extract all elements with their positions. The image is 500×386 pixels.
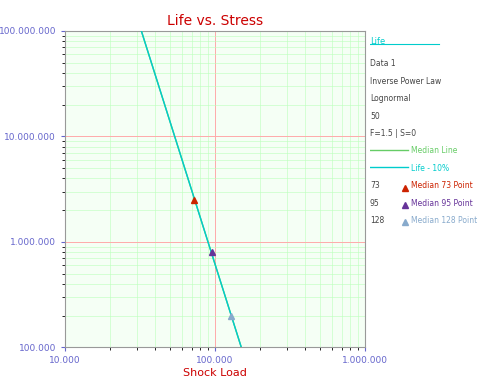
Text: 128: 128 (370, 216, 384, 225)
X-axis label: Shock Load: Shock Load (183, 368, 247, 378)
Text: F=1.5 | S=0: F=1.5 | S=0 (370, 129, 416, 138)
Text: Median Line: Median Line (411, 146, 458, 156)
Text: Inverse Power Law: Inverse Power Law (370, 77, 442, 86)
Text: Median 73 Point: Median 73 Point (411, 181, 473, 190)
Title: Life vs. Stress: Life vs. Stress (167, 14, 263, 28)
Text: 73: 73 (370, 181, 380, 190)
Text: Data 1: Data 1 (370, 59, 396, 68)
Text: Median 128 Point: Median 128 Point (411, 216, 478, 225)
Text: 50: 50 (370, 112, 380, 120)
Text: 95: 95 (370, 199, 380, 208)
Text: Life - 10%: Life - 10% (411, 164, 450, 173)
Text: Life: Life (370, 37, 385, 46)
Text: Median 95 Point: Median 95 Point (411, 199, 473, 208)
Text: Lognormal: Lognormal (370, 94, 410, 103)
